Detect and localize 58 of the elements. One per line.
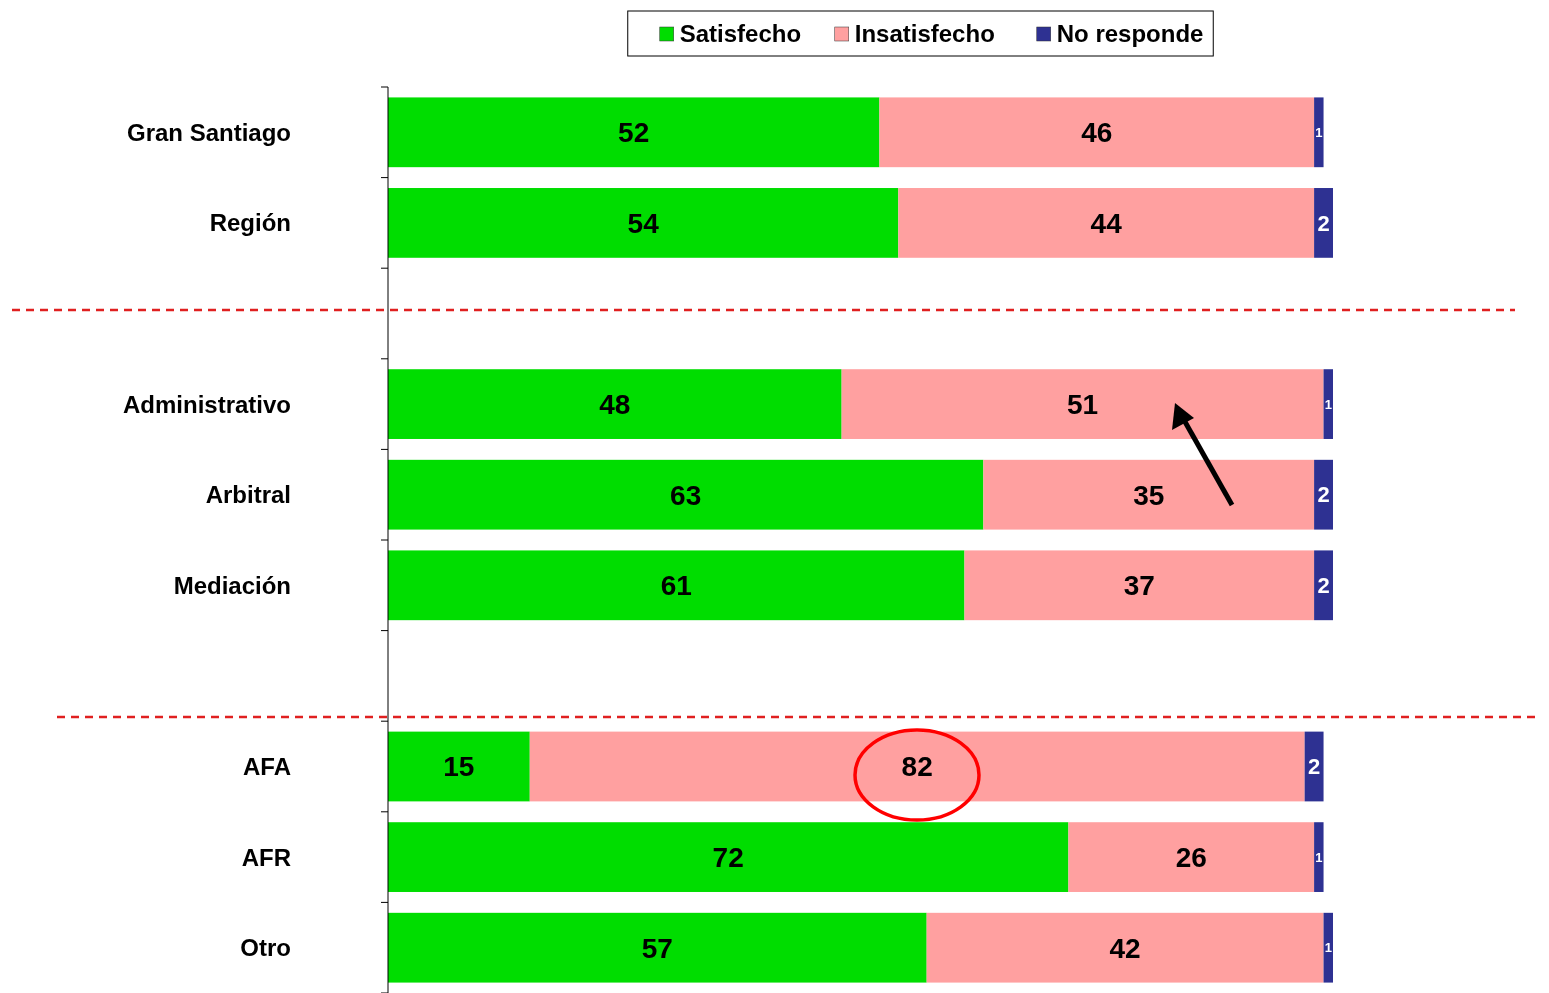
data-label: 51 [1067,388,1099,420]
bar [1314,97,1324,168]
data-label: 82 [901,751,933,783]
data-label: 2 [1307,754,1321,780]
bar [1323,369,1333,439]
bar [388,459,984,530]
data-label: 52 [618,117,650,149]
legend-label: No responde [1056,20,1204,48]
data-label: 48 [599,388,631,420]
bar [879,97,1315,168]
data-label: 26 [1175,841,1207,873]
data-label: 2 [1317,573,1330,598]
bar [388,97,880,168]
data-label: 57 [641,932,673,964]
bar [898,188,1315,258]
y-tick-label: Mediación [173,571,291,599]
bar [1304,731,1324,802]
bar [529,731,1305,802]
bar [1068,822,1315,892]
bar [388,822,1069,892]
y-tick-label: Administrativo [122,390,291,418]
bar [388,369,842,439]
legend-label: Insatisfecho [854,20,995,48]
bar [1314,459,1333,530]
legend-label: Satisfecho [679,20,802,48]
y-tick-label: Región [209,209,291,237]
data-label: 15 [443,751,475,783]
bar [964,550,1315,621]
data-label: 2 [1317,482,1330,508]
bar [926,912,1324,983]
data-label: 63 [670,479,702,511]
data-label: 42 [1109,932,1141,964]
y-tick-label: Otro [240,934,291,962]
bar [841,369,1324,439]
data-label: 61 [660,570,692,602]
bar [388,912,927,983]
bar [1314,822,1324,892]
bar [388,550,965,621]
y-tick-label: AFA [243,752,291,780]
data-label: 37 [1123,570,1155,602]
data-label: 1 [1324,396,1332,412]
data-label: 54 [627,207,660,239]
y-tick-label: AFR [241,843,291,871]
data-label: 1 [1324,940,1332,956]
y-tick-label: Arbitral [205,481,291,509]
data-label: 1 [1315,124,1323,140]
data-label: 1 [1315,849,1323,865]
data-label: 35 [1133,479,1165,511]
data-label: 72 [712,841,744,873]
data-label: 46 [1081,117,1113,149]
bar [1314,188,1333,258]
bar [388,731,530,802]
bar [388,188,899,258]
bar [1323,912,1333,983]
bar [1314,550,1333,621]
data-label: 2 [1317,210,1330,236]
data-label: 44 [1090,207,1123,239]
y-tick-label: Gran Santiago [126,118,291,146]
